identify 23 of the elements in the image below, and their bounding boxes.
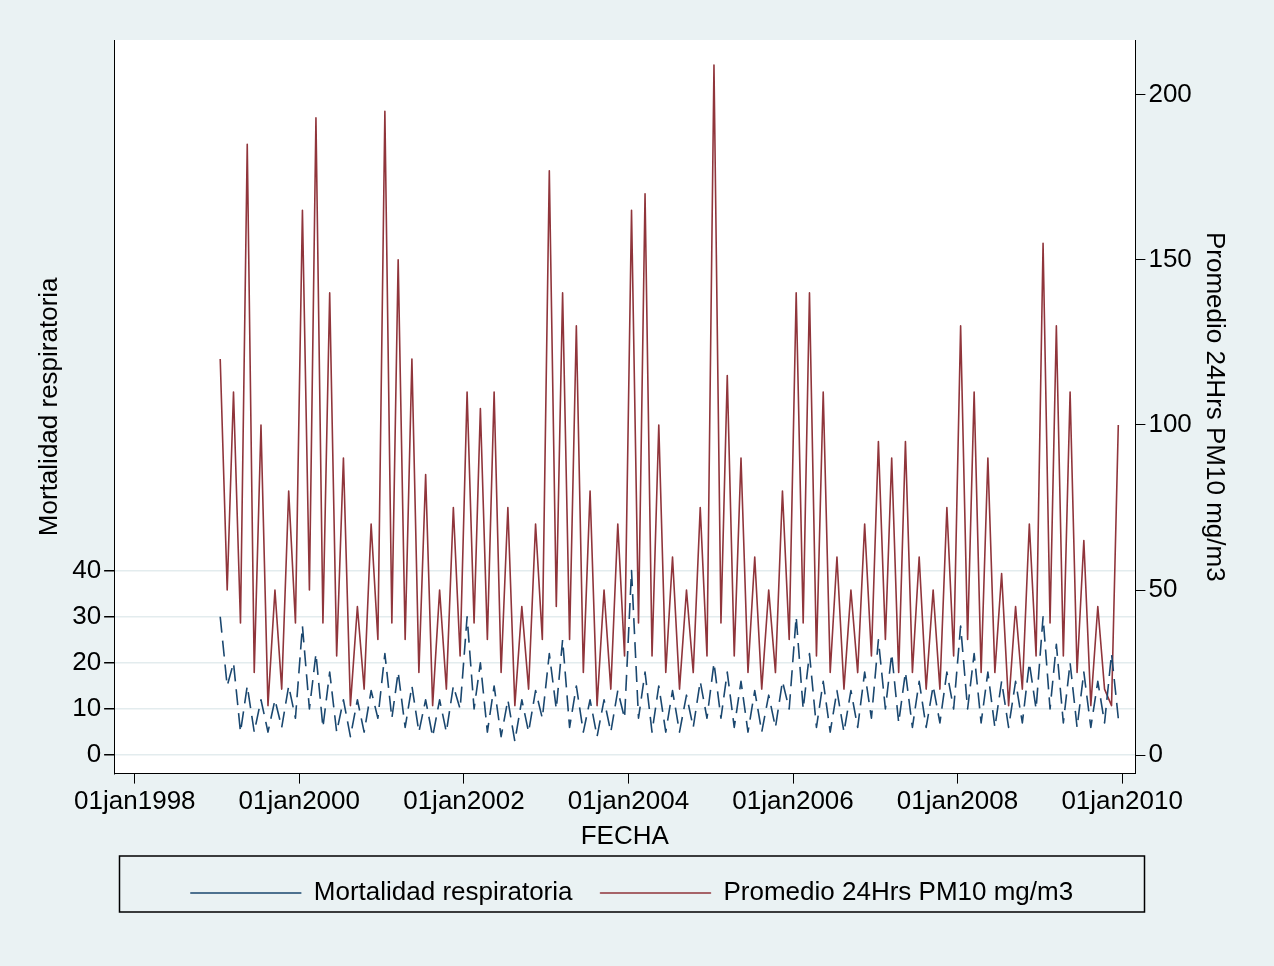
y2-tick-label: 100 [1148, 408, 1192, 439]
x-tick-label: 01jan1998 [74, 785, 196, 816]
legend-label: Promedio 24Hrs PM10 mg/m3 [723, 876, 1074, 907]
line-series [219, 569, 1120, 743]
y-axis-title: Mortalidad respiratoria [32, 276, 63, 537]
y2-tick-label: 200 [1148, 77, 1192, 108]
y2-tick-label: 0 [1148, 738, 1163, 769]
y-tick-label: 40 [72, 553, 102, 584]
x-tick-label: 01jan2002 [403, 785, 525, 816]
y-tick-label: 20 [72, 646, 102, 677]
y2-tick-label: 150 [1148, 243, 1192, 274]
y-tick-label: 0 [86, 738, 102, 769]
x-tick-label: 01jan2010 [1061, 785, 1183, 816]
y2-tick-label: 50 [1148, 573, 1178, 604]
legend-label: Mortalidad respiratoria [313, 876, 574, 907]
y-tick-label: 30 [72, 599, 102, 630]
y2-axis-title: Promedio 24Hrs PM10 mg/m3 [1201, 231, 1232, 582]
x-tick-label: 01jan2008 [896, 785, 1019, 816]
y-tick-label: 10 [72, 692, 102, 723]
x-tick-label: 01jan2006 [732, 785, 854, 816]
x-tick-label: 01jan2000 [238, 785, 361, 816]
x-tick-label: 01jan2004 [567, 785, 690, 816]
x-axis-title: FECHA [580, 819, 670, 850]
